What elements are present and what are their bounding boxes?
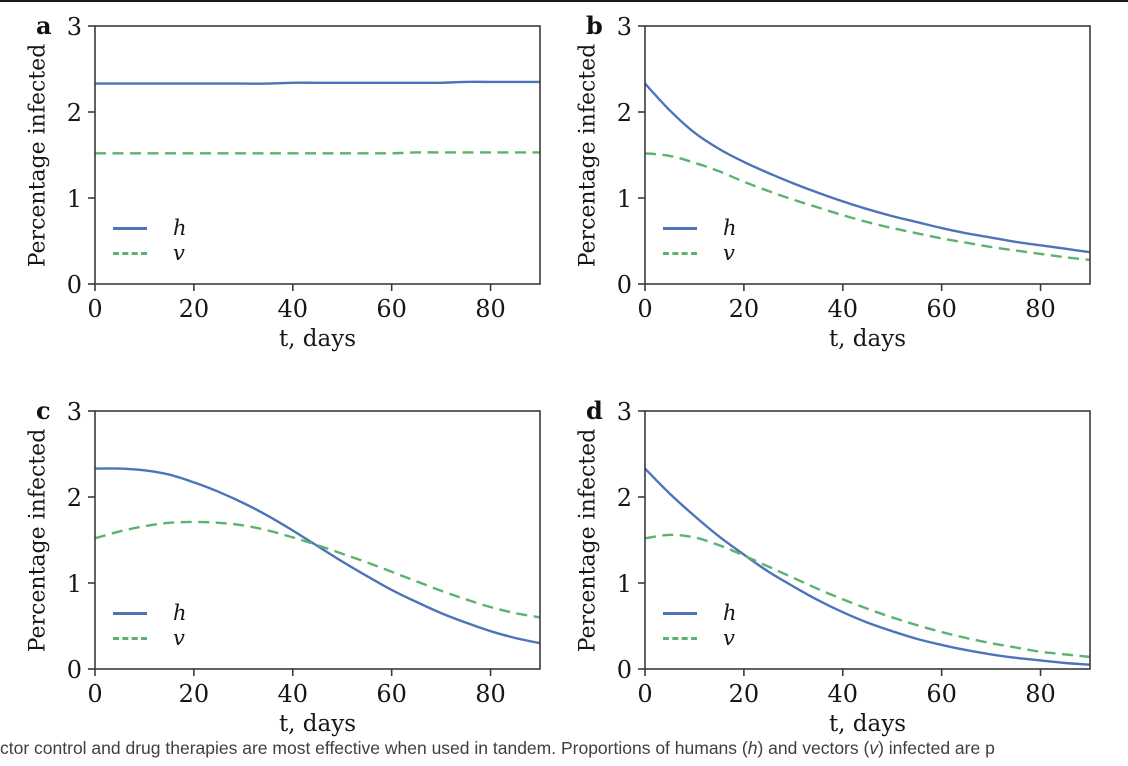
svg-text:60: 60 (376, 680, 407, 708)
svg-text:1: 1 (617, 570, 632, 598)
y-axis-title: Percentage infected (25, 43, 51, 267)
panel-b-letter: b (586, 11, 603, 40)
svg-text:0: 0 (637, 295, 652, 323)
svg-text:60: 60 (926, 295, 957, 323)
svg-text:1: 1 (67, 570, 82, 598)
svg-text:3: 3 (617, 398, 632, 426)
plot-canvas: 0 20 40 60 80 0 1 2 3 (617, 398, 1091, 708)
legend-entry-v: v (663, 626, 737, 651)
svg-text:2: 2 (617, 99, 632, 127)
svg-text:60: 60 (926, 680, 957, 708)
caption-v-symbol: v (869, 738, 879, 758)
legend-line-h-icon (663, 612, 697, 615)
legend-line-v-icon (113, 252, 147, 255)
x-axis-title: t, days (828, 326, 907, 352)
legend-entry-h: h (663, 601, 737, 626)
svg-text:2: 2 (67, 484, 82, 512)
svg-text:1: 1 (617, 185, 632, 213)
legend-label-v: v (723, 241, 735, 265)
plot-area: 0 20 40 60 80 0 1 2 3 h v (617, 13, 1091, 323)
svg-text:2: 2 (67, 99, 82, 127)
svg-text:40: 40 (828, 680, 859, 708)
svg-text:3: 3 (617, 13, 632, 41)
caption-text: ) and vectors ( (757, 738, 870, 758)
plot-canvas: 0 20 40 60 80 0 1 2 3 (67, 398, 541, 708)
legend-line-h-icon (113, 227, 147, 230)
svg-text:3: 3 (67, 398, 82, 426)
legend-entry-v: v (663, 241, 737, 266)
svg-text:60: 60 (376, 295, 407, 323)
panel-c: c Percentage infected 0 20 40 60 80 0 1 2 3 h v … (26, 396, 541, 737)
legend-line-v-icon (113, 637, 147, 640)
svg-text:20: 20 (729, 295, 760, 323)
legend-label-h: h (173, 216, 187, 240)
svg-text:80: 80 (1025, 295, 1056, 323)
svg-text:80: 80 (475, 680, 506, 708)
svg-text:80: 80 (475, 295, 506, 323)
svg-text:1: 1 (67, 185, 82, 213)
y-axis-title: Percentage infected (575, 428, 601, 652)
x-axis-title: t, days (278, 711, 357, 737)
svg-text:80: 80 (1025, 680, 1056, 708)
y-axis-title: Percentage infected (25, 428, 51, 652)
svg-text:2: 2 (617, 484, 632, 512)
svg-text:0: 0 (637, 680, 652, 708)
plot-area: 0 20 40 60 80 0 1 2 3 h v (617, 398, 1091, 708)
panel-c-letter: c (36, 396, 51, 425)
svg-text:3: 3 (67, 13, 82, 41)
svg-text:40: 40 (828, 295, 859, 323)
legend-line-v-icon (663, 637, 697, 640)
svg-text:0: 0 (67, 656, 82, 684)
x-axis-title: t, days (828, 711, 907, 737)
caption-text: ctor control and drug therapies are most… (0, 738, 748, 758)
panel-a: a Percentage infected 0 20 40 60 80 0 1 2 3 h v … (26, 11, 541, 352)
svg-text:0: 0 (87, 680, 102, 708)
legend-line-h-icon (113, 612, 147, 615)
legend-entry-h: h (113, 216, 187, 241)
svg-text:40: 40 (278, 680, 309, 708)
legend-entry-v: v (113, 241, 187, 266)
legend: h v (113, 601, 187, 651)
legend: h v (663, 216, 737, 266)
svg-text:20: 20 (179, 680, 210, 708)
plot-area: 0 20 40 60 80 0 1 2 3 h v (67, 13, 541, 323)
x-axis-title: t, days (278, 326, 357, 352)
plot-canvas: 0 20 40 60 80 0 1 2 3 (67, 13, 541, 323)
legend-entry-v: v (113, 626, 187, 651)
svg-text:0: 0 (87, 295, 102, 323)
svg-text:0: 0 (67, 271, 82, 299)
legend: h v (663, 601, 737, 651)
figure-caption: ctor control and drug therapies are most… (0, 738, 1128, 759)
panel-d: d Percentage infected 0 20 40 60 80 0 1 2 3 h v … (576, 396, 1091, 737)
legend-label-v: v (173, 626, 185, 650)
panel-d-letter: d (586, 396, 603, 425)
legend-label-v: v (173, 241, 185, 265)
panel-b: b Percentage infected 0 20 40 60 80 0 1 2 3 h v … (576, 11, 1091, 352)
legend-label-h: h (173, 601, 187, 625)
svg-text:20: 20 (179, 295, 210, 323)
figure-top-rule (0, 0, 1128, 2)
panel-a-letter: a (36, 11, 52, 40)
legend-entry-h: h (663, 216, 737, 241)
plot-canvas: 0 20 40 60 80 0 1 2 3 (617, 13, 1091, 323)
caption-h-symbol: h (747, 738, 758, 758)
legend: h v (113, 216, 187, 266)
caption-text: ) infected are p (878, 738, 995, 758)
legend-label-h: h (723, 216, 737, 240)
legend-label-h: h (723, 601, 737, 625)
svg-text:0: 0 (617, 271, 632, 299)
legend-line-h-icon (663, 227, 697, 230)
svg-text:20: 20 (729, 680, 760, 708)
svg-text:40: 40 (278, 295, 309, 323)
plot-area: 0 20 40 60 80 0 1 2 3 h v (67, 398, 541, 708)
legend-entry-h: h (113, 601, 187, 626)
svg-text:0: 0 (617, 656, 632, 684)
y-axis-title: Percentage infected (575, 43, 601, 267)
legend-line-v-icon (663, 252, 697, 255)
legend-label-v: v (723, 626, 735, 650)
